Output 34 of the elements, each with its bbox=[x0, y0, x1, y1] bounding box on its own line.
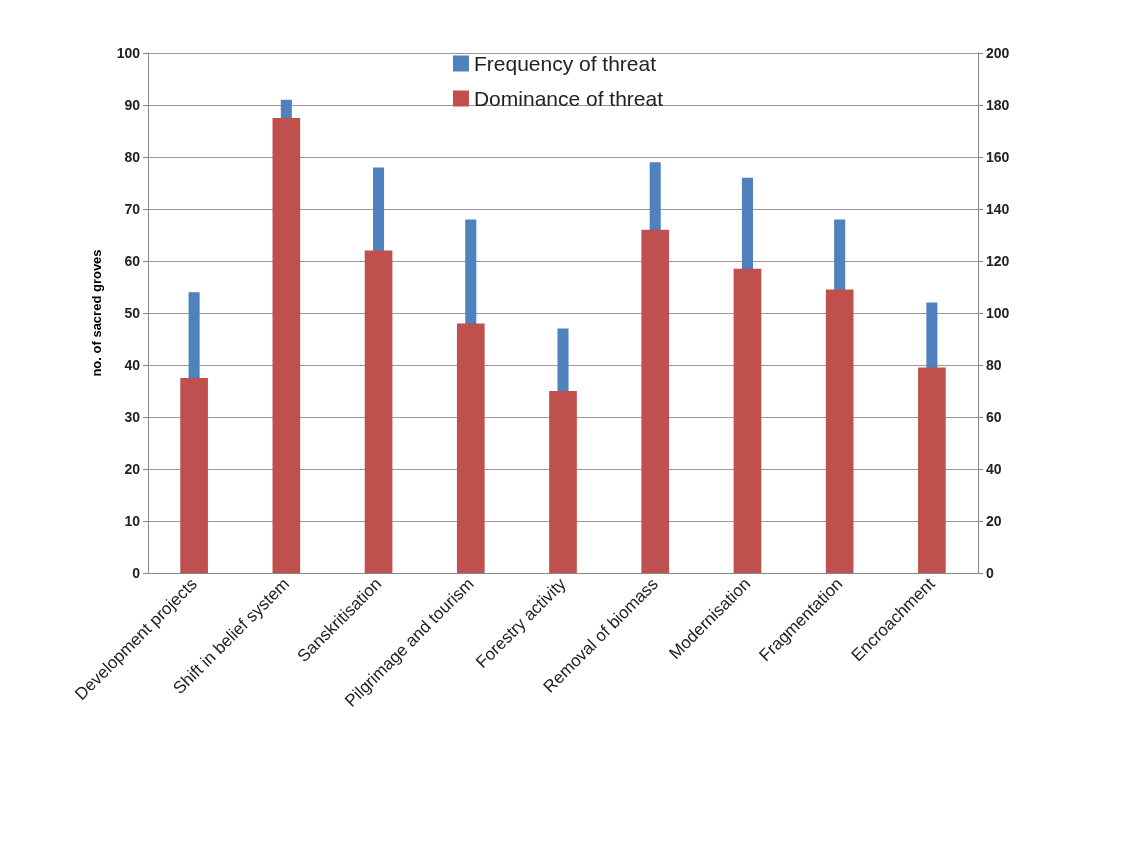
y-tick-label: 0 bbox=[132, 565, 141, 581]
y-tick-label: 10 bbox=[124, 513, 141, 529]
y2-tick-label: 180 bbox=[986, 97, 1010, 113]
y2-tick-label: 120 bbox=[986, 253, 1010, 269]
legend-label: Dominance of threat bbox=[473, 87, 664, 110]
bar bbox=[180, 378, 208, 573]
y-axis-title: no. of sacred groves bbox=[89, 249, 104, 377]
bar bbox=[549, 391, 577, 573]
bar bbox=[733, 268, 762, 573]
y2-tick-label: 80 bbox=[986, 357, 1002, 373]
y-tick-label: 40 bbox=[124, 357, 141, 373]
y-tick-label: 70 bbox=[124, 201, 141, 217]
y2-tick-label: 20 bbox=[986, 513, 1002, 529]
y2-tick-label: 200 bbox=[986, 45, 1010, 61]
bar bbox=[641, 229, 670, 573]
y-tick-label: 90 bbox=[124, 97, 141, 113]
y2-tick-label: 160 bbox=[986, 149, 1010, 165]
bar bbox=[456, 323, 485, 573]
y-tick-label: 60 bbox=[124, 253, 141, 269]
y-tick-label: 30 bbox=[124, 409, 141, 425]
y-tick-label: 80 bbox=[124, 149, 141, 165]
legend-label: Frequency of threat bbox=[473, 52, 657, 75]
y2-tick-label: 60 bbox=[986, 409, 1002, 425]
bar bbox=[272, 118, 301, 573]
bar bbox=[918, 367, 946, 573]
y-tick-label: 50 bbox=[124, 305, 141, 321]
bar bbox=[825, 289, 854, 573]
y2-tick-label: 100 bbox=[986, 305, 1010, 321]
y2-tick-label: 140 bbox=[986, 201, 1010, 217]
bar bbox=[364, 250, 393, 573]
y2-tick-label: 0 bbox=[986, 565, 994, 581]
y-tick-label: 20 bbox=[124, 461, 141, 477]
y2-tick-label: 40 bbox=[986, 461, 1002, 477]
y-tick-label: 100 bbox=[116, 45, 141, 61]
